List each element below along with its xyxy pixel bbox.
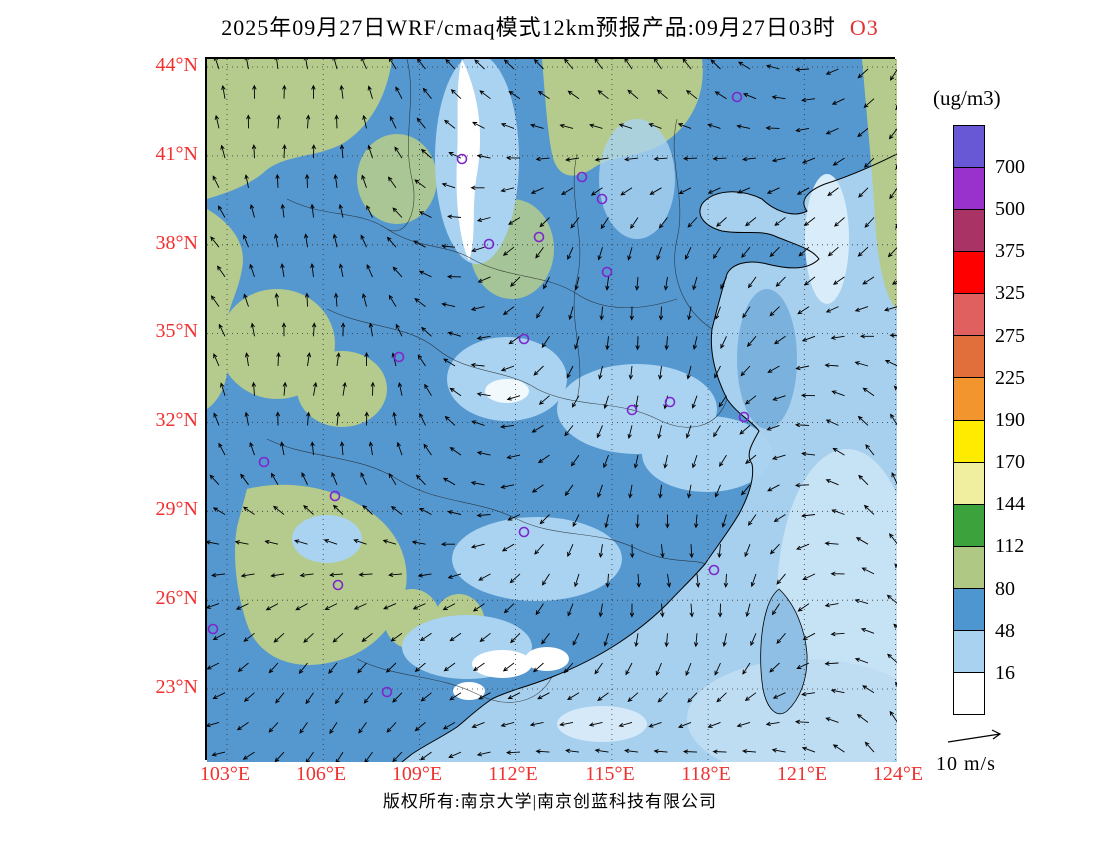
forecast-map (207, 59, 897, 762)
colorbar-tick-label: 500 (995, 198, 1025, 221)
station-marker (518, 333, 530, 345)
station-marker (664, 396, 676, 408)
colorbar-segment (954, 587, 984, 630)
station-marker (329, 490, 341, 502)
colorbar-segment (954, 461, 984, 504)
lon-tick-label: 106°E (295, 763, 347, 785)
lat-tick-label: 41°N (155, 143, 198, 165)
colorbar-segment (954, 545, 984, 588)
colorbar-tick-label: 700 (995, 156, 1025, 178)
lon-tick-label: 112°E (488, 763, 538, 785)
station-marker (456, 153, 468, 165)
lat-tick-label: 38°N (155, 232, 198, 254)
colorbar-tick-label: 144 (995, 493, 1025, 516)
colorbar-tick-label: 190 (995, 408, 1025, 431)
colorbar-tick-label: 225 (995, 366, 1025, 389)
lat-tick-label: 32°N (155, 409, 198, 431)
lon-tick-label: 121°E (776, 763, 828, 785)
wind-vectors (207, 59, 897, 762)
station-marker (518, 526, 530, 538)
colorbar-segment (954, 419, 984, 462)
lon-tick-label: 118°E (681, 763, 731, 785)
figure-title: 2025年09月27日WRF/cmaq模式12km预报产品:09月27日03时 O… (0, 10, 1100, 42)
colorbar-labels: 700 500 375 325 275 225 190 170 144 112 … (995, 156, 1025, 684)
colorbar-segment (954, 293, 984, 336)
station-marker (576, 171, 588, 183)
station-marker (601, 266, 613, 278)
colorbar-tick-label: 16 (995, 661, 1015, 684)
colorbar-tick-label: 275 (995, 324, 1025, 347)
white-low-regions (453, 59, 569, 700)
copyright-footer: 版权所有:南京大学|南京创蓝科技有限公司 (382, 792, 718, 811)
lon-tick-label: 109°E (391, 763, 443, 785)
colorbar-segment (954, 672, 984, 715)
lon-tick-label: 124°E (872, 763, 924, 785)
wind-reference-arrow-icon (946, 728, 1008, 753)
station-marker (731, 91, 743, 103)
station-marker (533, 231, 545, 243)
latlon-gridlines (207, 59, 897, 762)
colorbar-segment (954, 503, 984, 546)
lat-tick-label: 44°N (155, 54, 198, 76)
colorbar-tick-label: 170 (995, 451, 1025, 474)
colorbar-segment (954, 167, 984, 210)
lat-tick-label: 35°N (155, 320, 198, 342)
station-marker (258, 456, 270, 468)
colorbar-segment (954, 629, 984, 673)
colorbar-segment (954, 251, 984, 294)
station-marker (483, 238, 495, 250)
lon-tick-label: 103°E (199, 763, 251, 785)
colorbar (953, 125, 985, 715)
colorbar-segment (954, 209, 984, 252)
taiwan-island (760, 588, 808, 715)
colorbar-segment (954, 335, 984, 378)
colorbar-tick-label: 325 (995, 282, 1025, 305)
station-marker (393, 351, 405, 363)
title-species: O3 (849, 15, 879, 40)
station-marker (381, 686, 393, 698)
colorbar-segment (954, 126, 984, 168)
lon-tick-label: 115°E (585, 763, 635, 785)
station-marker (596, 193, 608, 205)
lat-tick-label: 29°N (155, 498, 198, 520)
colorbar-tick-label: 48 (995, 619, 1015, 642)
station-marker (207, 623, 219, 635)
colorbar-tick-label: 80 (995, 577, 1015, 600)
station-marker (738, 411, 750, 423)
colorbar-tick-label: 375 (995, 240, 1025, 263)
map-frame (205, 57, 897, 762)
title-text: 2025年09月27日WRF/cmaq模式12km预报产品:09月27日03时 (221, 15, 836, 40)
station-marker (708, 564, 720, 576)
lat-tick-label: 23°N (155, 676, 198, 698)
colorbar-unit: (ug/m3) (933, 86, 1001, 110)
colorbar-segment (954, 377, 984, 420)
station-marker (626, 404, 638, 416)
station-markers (207, 91, 750, 698)
colorbar-tick-label: 112 (995, 535, 1025, 558)
station-marker (332, 579, 344, 591)
wind-reference-label: 10 m/s (936, 753, 996, 775)
lat-tick-label: 26°N (155, 587, 198, 609)
